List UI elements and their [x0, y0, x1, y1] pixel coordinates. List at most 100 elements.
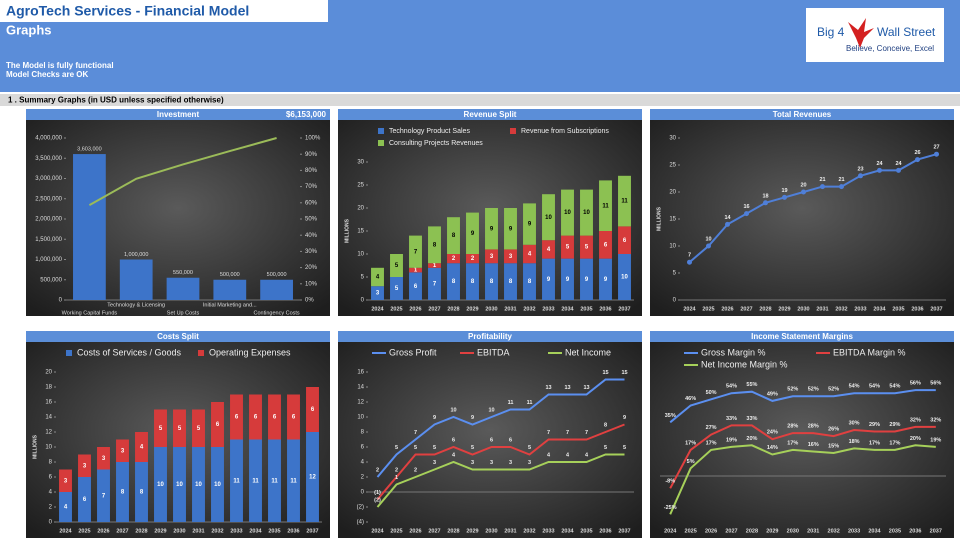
y-tick-label: 0: [59, 298, 63, 304]
y2-tick-label: 60%: [305, 200, 318, 206]
data-label: 11: [252, 478, 259, 484]
y-tick-label: 1,500,000: [35, 237, 62, 243]
bar-segment: [192, 447, 205, 522]
bar-segment: [409, 267, 422, 273]
x-tick-label: 2032: [828, 528, 840, 534]
y-tick-label: 16: [45, 400, 52, 406]
data-label: 2: [376, 467, 379, 473]
x-tick-label: 2035: [580, 528, 592, 534]
bar-segment: [371, 267, 384, 287]
data-label: 8: [509, 279, 513, 285]
x-tick-label: 2036: [909, 528, 921, 534]
y2-tick-label: 30%: [305, 249, 318, 255]
bar-segment: [485, 249, 498, 264]
data-label: 52%: [828, 387, 839, 393]
line-marker: [915, 157, 920, 163]
x-tick-label: 2025: [78, 528, 90, 534]
line-marker: [725, 221, 730, 227]
data-label: 19%: [726, 437, 737, 443]
data-label: 2: [452, 256, 456, 262]
line-series: [669, 424, 936, 489]
y-axis-label: MILLIONS: [32, 434, 38, 459]
data-label: 13: [583, 385, 589, 391]
y-tick-label: 14: [45, 415, 52, 421]
y2-tick-label: 80%: [305, 168, 318, 174]
data-label: 9: [490, 226, 494, 232]
x-tick-label: 2027: [725, 528, 737, 534]
chart-header: [338, 109, 642, 120]
chart-background: [650, 342, 954, 538]
bar-segment: [97, 469, 110, 522]
y-tick-label: 18: [45, 385, 52, 391]
data-label: 500,000: [220, 272, 240, 278]
y2-tick-label: 100%: [305, 136, 321, 142]
y-tick-label: 12: [45, 430, 52, 436]
data-label: 1: [433, 263, 437, 269]
logo-tagline: Believe, Conceive, Excel: [846, 44, 934, 53]
data-label: 10: [450, 407, 456, 413]
bar-segment: [287, 394, 300, 440]
data-label: 6: [490, 437, 493, 443]
x-tick-label: Contingency Costs: [254, 310, 300, 316]
data-label: 24%: [767, 430, 778, 436]
y-tick-label: (4): [357, 520, 364, 526]
bar-segment: [306, 432, 319, 522]
y-tick-label: 30: [357, 160, 364, 166]
bar-segment: [580, 189, 593, 236]
legend-label: Net Income: [565, 347, 611, 357]
x-tick-label: 2024: [59, 528, 72, 534]
data-label: 4: [140, 445, 144, 451]
y-tick-label: 10: [45, 445, 52, 451]
data-label: 3: [83, 463, 87, 469]
y-tick-label: 0: [673, 298, 677, 304]
bar-segment: [97, 447, 110, 470]
data-label: 6: [623, 238, 627, 244]
x-tick-label: 2036: [287, 528, 299, 534]
data-label: 5: [159, 426, 163, 432]
bar-segment: [485, 208, 498, 250]
data-label: 11: [271, 478, 278, 484]
data-label: 13: [545, 385, 551, 391]
bar-segment: [485, 263, 498, 300]
bar-segment: [542, 194, 555, 241]
data-label: 550,000: [173, 270, 193, 276]
x-tick-label: 2030: [797, 306, 809, 312]
bar-segment: [268, 394, 281, 440]
x-tick-label: 2037: [930, 528, 942, 534]
data-label: 10: [488, 407, 494, 413]
x-tick-label: 2028: [447, 306, 459, 312]
x-tick-label: 2028: [447, 528, 459, 534]
legend-label: Operating Expenses: [209, 347, 291, 357]
y-tick-label: 10: [669, 244, 676, 250]
line-series: [376, 453, 625, 508]
bar-segment: [249, 394, 262, 440]
bar-segment: [618, 226, 631, 254]
bar-segment: [116, 462, 129, 522]
bar-segment: [580, 258, 593, 300]
data-label: 17%: [889, 440, 900, 446]
data-label: 9: [585, 277, 589, 283]
chart-header: [26, 331, 330, 342]
line-marker: [801, 189, 806, 195]
x-tick-label: 2028: [135, 528, 147, 534]
bar-segment: [523, 203, 536, 245]
bar-segment: [78, 477, 91, 522]
data-label: 18: [762, 193, 768, 199]
data-label: 6: [509, 437, 512, 443]
bar-segment: [116, 439, 129, 462]
x-tick-label: 2030: [787, 528, 799, 534]
y-tick-label: 4,000,000: [35, 136, 62, 142]
data-label: 27: [933, 145, 939, 151]
x-tick-label: 2031: [504, 528, 516, 534]
data-label: 5: [395, 263, 399, 269]
data-label: 33%: [726, 416, 737, 422]
bar: [213, 279, 247, 300]
y-tick-label: 4: [361, 460, 365, 466]
bar-segment: [599, 231, 612, 259]
y2-tick-label: 10%: [305, 281, 318, 287]
bar-segment: [561, 235, 574, 259]
x-tick-label: 2034: [561, 528, 574, 534]
x-tick-label: 2034: [868, 528, 881, 534]
bar-segment: [154, 409, 167, 447]
